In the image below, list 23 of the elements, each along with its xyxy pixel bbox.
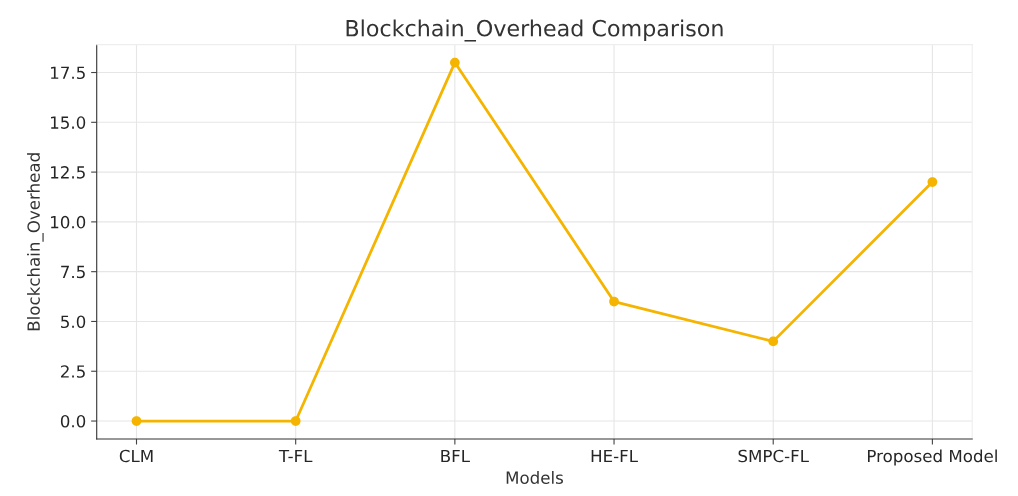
x-tick-label: Proposed Model xyxy=(868,449,997,466)
y-tick-label: 7.5 xyxy=(61,265,85,279)
y-axis-title: Blockchain_Overhead xyxy=(27,153,44,331)
y-tick-label: 17.5 xyxy=(51,66,85,80)
y-tick-label: 5.0 xyxy=(61,315,86,329)
point xyxy=(768,336,779,347)
point xyxy=(450,57,460,68)
x-tick-label: SMPC-FL xyxy=(738,449,809,463)
x-tick-label: BFL xyxy=(441,449,470,463)
x-tick-label: T-FL xyxy=(278,449,313,463)
point xyxy=(609,296,619,307)
point xyxy=(131,416,142,426)
point xyxy=(927,177,938,187)
y-tick-label: 10.0 xyxy=(51,215,86,229)
y-tick-label: 12.5 xyxy=(51,166,85,179)
chart-title: Blockchain_Overhead Comparison xyxy=(346,19,723,42)
x-tick-label: CLM xyxy=(119,449,153,463)
y-tick-label: 15.0 xyxy=(51,116,86,129)
point xyxy=(290,416,301,426)
y-tick-label: 2.5 xyxy=(61,365,85,378)
x-axis-title: Models xyxy=(506,471,563,484)
y-tick-label: 0.0 xyxy=(60,415,86,428)
x-tick-label: HE-FL xyxy=(591,449,638,463)
